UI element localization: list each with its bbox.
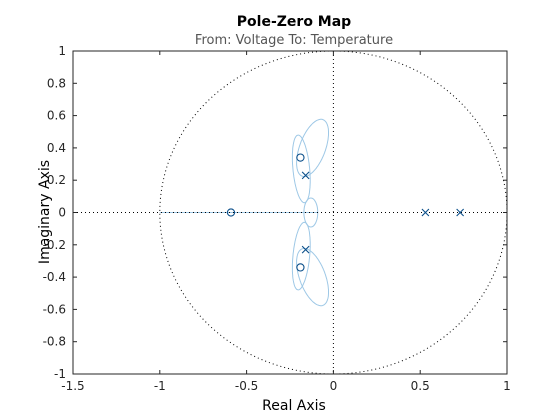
x-tick-label: 0 — [330, 379, 338, 393]
x-tick-label: 1 — [503, 379, 511, 393]
y-tick-label: -0.2 — [43, 238, 66, 252]
y-axis-label: Imaginary Axis — [37, 160, 53, 264]
markers — [226, 153, 465, 272]
plot-area — [73, 50, 508, 375]
y-tick-label: 0.8 — [47, 76, 66, 90]
x-tick-label: 0.5 — [411, 379, 430, 393]
y-tick-label: -0.4 — [43, 270, 66, 284]
pole-marker — [301, 245, 310, 254]
y-tick-label: -0.8 — [43, 335, 66, 349]
locus-loop-lower — [296, 248, 329, 307]
zero-marker — [296, 153, 305, 162]
locus-loop-upper — [296, 118, 329, 177]
x-axis-ticks: -1.5 -1 -0.5 0 0.5 1 — [61, 51, 511, 393]
y-tick-label: 0 — [58, 206, 66, 220]
y-axis-ticks: -1 -0.8 -0.6 -0.4 -0.2 0 0.2 0.4 0.6 0.8 1 — [43, 44, 507, 381]
y-tick-label: 0.4 — [47, 141, 66, 155]
reference-lines — [73, 50, 508, 375]
pole-marker — [456, 208, 465, 217]
x-tick-label: -1 — [154, 379, 166, 393]
pole-marker — [301, 171, 310, 180]
zero-marker — [226, 208, 236, 217]
zero-marker — [296, 263, 305, 272]
locus-lobe-upper — [291, 134, 311, 204]
y-tick-label: 1 — [58, 44, 66, 58]
y-tick-label: -0.6 — [43, 302, 66, 316]
x-tick-label: -0.5 — [235, 379, 258, 393]
x-axis-label: Real Axis — [262, 398, 326, 414]
y-tick-label: 0.2 — [47, 173, 66, 187]
y-tick-label: -1 — [54, 367, 66, 381]
y-tick-label: 0.6 — [47, 109, 66, 123]
pole-marker — [421, 208, 430, 217]
chart-title: Pole-Zero Map — [237, 14, 351, 30]
chart-subtitle: From: Voltage To: Temperature — [195, 33, 393, 48]
locus-lobe-lower — [291, 221, 311, 291]
x-tick-label: -1.5 — [61, 379, 84, 393]
